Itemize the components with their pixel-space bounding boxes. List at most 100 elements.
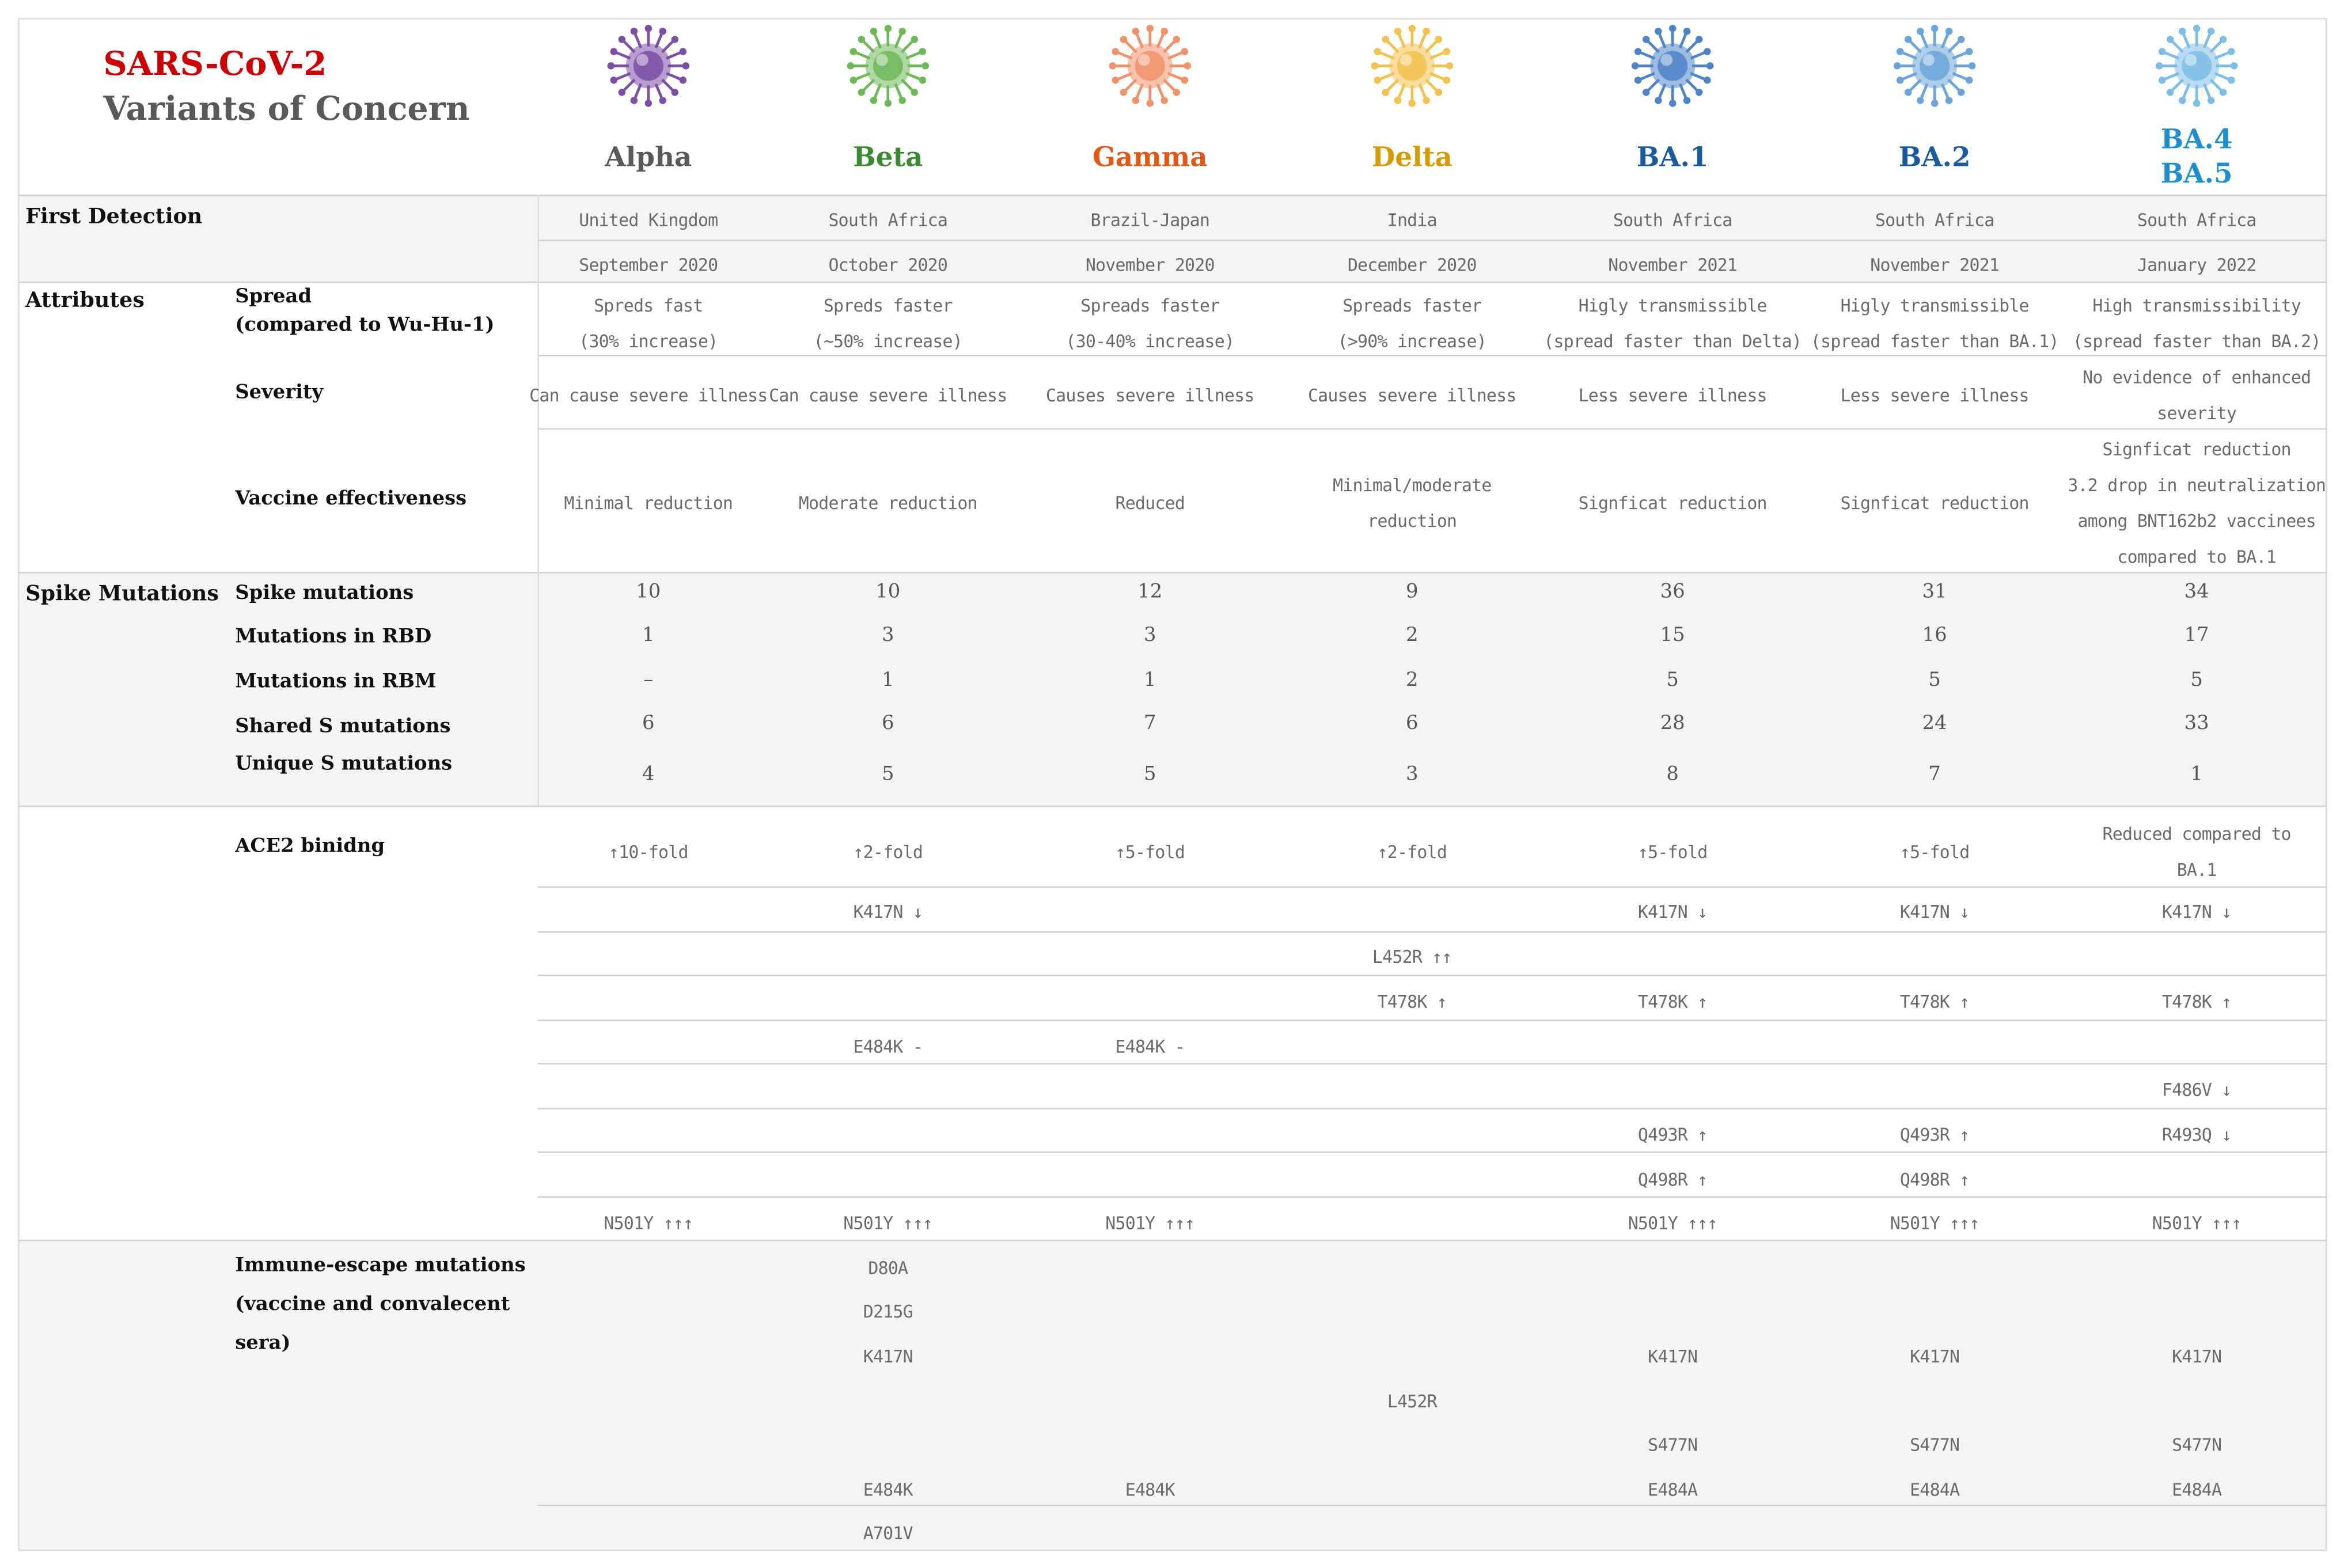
title-line-2: Variants of Concern <box>103 90 470 129</box>
shaded-band <box>18 572 2327 806</box>
cell-vaccine: Reduced <box>1115 492 1185 514</box>
virus-beta-icon <box>843 21 933 111</box>
cell-rbd: 2 <box>1406 624 1419 647</box>
virus-alpha-icon <box>604 21 693 111</box>
row-divider <box>537 1019 2327 1022</box>
variant-name: Gamma <box>1092 142 1208 174</box>
cell-ace2-binding: Reduced compared to BA.1 <box>2102 823 2292 880</box>
row-label-rbm: Mutations in RBM <box>235 670 437 693</box>
row-divider <box>537 1062 2327 1065</box>
cell-rbm: – <box>643 669 654 692</box>
cell-ace2-mutation: N501Y ↑↑↑ <box>604 1213 693 1234</box>
cell-spike-mutations: 12 <box>1137 580 1163 603</box>
cell-immune-escape: D80A <box>868 1258 908 1279</box>
cell-unique: 3 <box>1406 764 1419 786</box>
cell-spike-mutations: 10 <box>875 580 901 603</box>
row-divider <box>537 1151 2327 1153</box>
cell-ace2-mutation: F486V ↓ <box>2161 1079 2232 1100</box>
cell-detection-place: Brazil-Japan <box>1090 210 1210 231</box>
cell-immune-escape: E484K <box>1125 1479 1175 1501</box>
section-attributes: Attributes <box>25 288 145 313</box>
cell-vaccine: Signficat reduction <box>1840 492 2030 514</box>
cell-spike-mutations: 10 <box>636 580 661 603</box>
variant-name: BA.1 <box>1636 142 1709 174</box>
cell-ace2-mutation: T478K ↑ <box>1637 991 1708 1012</box>
shaded-band <box>18 1239 2327 1550</box>
cell-spread: Higly transmissible (spread faster than B… <box>1810 295 2059 352</box>
section-spike-mutations: Spike Mutations <box>25 582 219 606</box>
cell-shared: 24 <box>1922 712 1947 735</box>
row-divider <box>537 1196 2327 1198</box>
cell-vaccine: Moderate reduction <box>798 492 978 514</box>
row-label-vaccine: Vaccine effectiveness <box>235 488 467 511</box>
cell-ace2-mutation: Q493R ↑ <box>1637 1124 1708 1145</box>
column-divider <box>537 195 539 806</box>
cell-shared: 6 <box>642 712 655 735</box>
cell-rbm: 1 <box>882 669 894 692</box>
cell-rbd: 3 <box>1144 624 1156 647</box>
cell-ace2-mutation: N501Y ↑↑↑ <box>1105 1213 1195 1234</box>
cell-immune-escape: E484A <box>1910 1479 1960 1501</box>
cell-ace2-mutation: N501Y ↑↑↑ <box>1628 1213 1718 1234</box>
cell-detection-date: November 2020 <box>1085 254 1215 276</box>
row-label-shared: Shared S mutations <box>235 715 451 738</box>
cell-shared: 7 <box>1144 712 1156 735</box>
section-first-detection: First Detection <box>25 205 203 229</box>
variant-name: BA.4 BA.5 <box>2160 124 2233 191</box>
cell-ace2-mutation: K417N ↓ <box>853 901 923 922</box>
cell-ace2-mutation: K417N ↓ <box>1637 901 1708 922</box>
cell-severity: No evidence of enhanced severity <box>2083 367 2311 424</box>
virus-gamma-icon <box>1105 21 1195 111</box>
cell-ace2-mutation: L452R ↑↑ <box>1372 946 1452 967</box>
row-divider <box>18 1239 2327 1242</box>
cell-ace2-mutation: K417N ↓ <box>1899 901 1970 922</box>
variant-name: Delta <box>1371 142 1452 174</box>
cell-immune-escape: L452R <box>1387 1391 1438 1412</box>
cell-ace2-mutation: E484K - <box>853 1036 923 1057</box>
cell-detection-place: South Africa <box>1875 210 1994 231</box>
cell-immune-escape: S477N <box>2172 1434 2222 1456</box>
cell-ace2-mutation: T478K ↑ <box>1899 991 1970 1012</box>
row-divider <box>537 1107 2327 1110</box>
cell-detection-place: India <box>1387 210 1438 231</box>
cell-detection-date: January 2022 <box>2137 254 2256 276</box>
row-divider <box>537 428 2327 430</box>
cell-severity: Causes severe illness <box>1045 385 1254 406</box>
row-label-unique: Unique S mutations <box>235 753 453 776</box>
cell-vaccine: Minimal/moderate reduction <box>1333 474 1492 531</box>
cell-ace2-mutation: N501Y ↑↑↑ <box>2152 1213 2242 1234</box>
cell-unique: 5 <box>1144 764 1156 786</box>
row-divider <box>18 281 2327 283</box>
cell-ace2-binding: ↑10-fold <box>608 841 689 863</box>
cell-vaccine: Signficat reduction 3.2 drop in neutraliz… <box>2068 438 2326 568</box>
cell-shared: 6 <box>882 712 894 735</box>
row-label-ace2: ACE2 binidng <box>235 835 385 858</box>
virus-ba45-icon <box>2152 21 2242 111</box>
cell-ace2-mutation: N501Y ↑↑↑ <box>1890 1213 1980 1234</box>
cell-immune-escape: K417N <box>2172 1346 2222 1367</box>
cell-immune-escape: E484A <box>1648 1479 1698 1501</box>
cell-spike-mutations: 31 <box>1922 580 1947 603</box>
cell-unique: 7 <box>1928 764 1941 786</box>
row-label-spread: Spread (compared to Wu-Hu-1) <box>235 286 495 337</box>
row-divider <box>537 886 2327 888</box>
cell-unique: 4 <box>642 764 655 786</box>
row-divider <box>537 974 2327 977</box>
cell-spread: Spreads faster (>90% increase) <box>1337 295 1487 352</box>
cell-detection-place: South Africa <box>828 210 948 231</box>
row-divider <box>18 572 2327 574</box>
cell-ace2-binding: ↑5-fold <box>1899 841 1970 863</box>
title-line-1: SARS-CoV-2 <box>103 45 327 84</box>
cell-detection-date: November 2021 <box>1870 254 2000 276</box>
cell-rbd: 1 <box>642 624 655 647</box>
cell-immune-escape: K417N <box>1648 1346 1698 1367</box>
table-frame <box>18 18 2327 1551</box>
cell-ace2-mutation: N501Y ↑↑↑ <box>843 1213 933 1234</box>
cell-severity: Can cause severe illness <box>529 385 768 406</box>
row-label-immune-escape: Immune-escape mutations (vaccine and conv… <box>235 1254 526 1355</box>
cell-shared: 33 <box>2184 712 2209 735</box>
cell-immune-escape: S477N <box>1910 1434 1960 1456</box>
cell-severity: Less severe illness <box>1578 385 1768 406</box>
cell-spike-mutations: 36 <box>1660 580 1685 603</box>
